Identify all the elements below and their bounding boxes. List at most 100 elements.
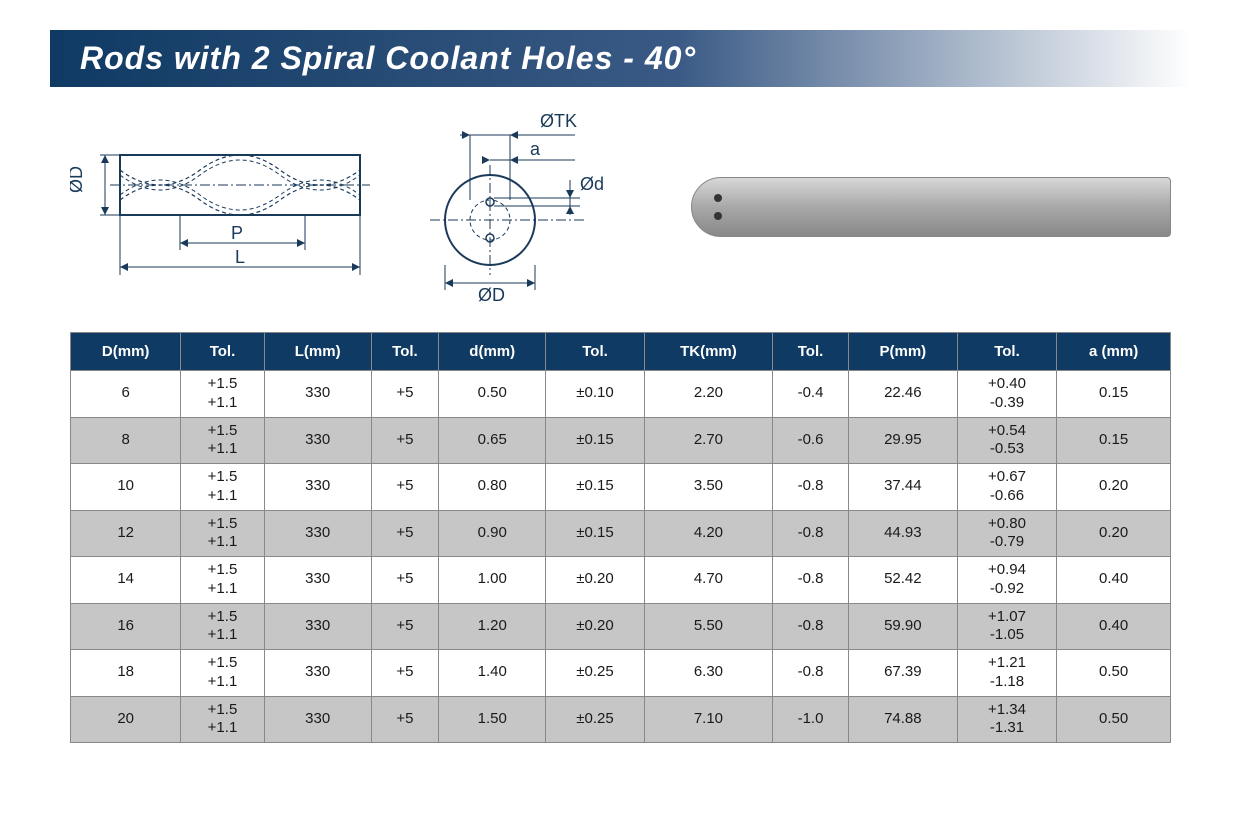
table-cell: 1.00 <box>439 557 546 604</box>
table-cell: +1.5 +1.1 <box>181 510 264 557</box>
table-cell: -0.6 <box>773 417 849 464</box>
table-body: 6+1.5 +1.1330+50.50±0.102.20-0.422.46+0.… <box>71 371 1171 743</box>
table-cell: 3.50 <box>644 464 772 511</box>
table-cell: 0.50 <box>1057 650 1171 697</box>
table-cell: ±0.15 <box>546 510 645 557</box>
table-cell: ±0.10 <box>546 371 645 418</box>
table-cell: +0.80 -0.79 <box>957 510 1057 557</box>
table-cell: +5 <box>371 510 438 557</box>
table-cell: +5 <box>371 464 438 511</box>
table-cell: +1.34 -1.31 <box>957 696 1057 743</box>
table-cell: +5 <box>371 603 438 650</box>
table-cell: 20 <box>71 696 181 743</box>
table-cell: 74.88 <box>848 696 957 743</box>
table-row: 14+1.5 +1.1330+51.00±0.204.70-0.852.42+0… <box>71 557 1171 604</box>
table-cell: +0.94 -0.92 <box>957 557 1057 604</box>
table-cell: 0.40 <box>1057 557 1171 604</box>
table-cell: 330 <box>264 371 371 418</box>
table-cell: 37.44 <box>848 464 957 511</box>
label-a: a <box>530 139 541 159</box>
table-cell: 0.20 <box>1057 510 1171 557</box>
table-cell: 0.80 <box>439 464 546 511</box>
table-cell: 52.42 <box>848 557 957 604</box>
label-D-side: ØD <box>70 165 86 192</box>
table-cell: 330 <box>264 696 371 743</box>
table-cell: 2.70 <box>644 417 772 464</box>
table-row: 8+1.5 +1.1330+50.65±0.152.70-0.629.95+0.… <box>71 417 1171 464</box>
table-cell: +1.5 +1.1 <box>181 464 264 511</box>
page-title: Rods with 2 Spiral Coolant Holes - 40° <box>50 30 1191 87</box>
table-cell: 59.90 <box>848 603 957 650</box>
label-D-cross: ØD <box>478 285 505 305</box>
table-cell: 4.70 <box>644 557 772 604</box>
table-cell: 67.39 <box>848 650 957 697</box>
table-cell: 5.50 <box>644 603 772 650</box>
table-cell: ±0.15 <box>546 417 645 464</box>
spec-table: D(mm)Tol.L(mm)Tol.d(mm)Tol.TK(mm)Tol.P(m… <box>70 332 1171 743</box>
table-cell: +1.5 +1.1 <box>181 650 264 697</box>
table-cell: -0.8 <box>773 650 849 697</box>
table-row: 16+1.5 +1.1330+51.20±0.205.50-0.859.90+1… <box>71 603 1171 650</box>
table-cell: +5 <box>371 650 438 697</box>
table-cell: 330 <box>264 464 371 511</box>
table-row: 6+1.5 +1.1330+50.50±0.102.20-0.422.46+0.… <box>71 371 1171 418</box>
table-cell: 12 <box>71 510 181 557</box>
side-view-diagram: ØD P L <box>70 115 380 300</box>
table-cell: 29.95 <box>848 417 957 464</box>
table-cell: 1.40 <box>439 650 546 697</box>
table-cell: 44.93 <box>848 510 957 557</box>
table-cell: +0.54 -0.53 <box>957 417 1057 464</box>
label-d: Ød <box>580 174 604 194</box>
table-cell: 0.40 <box>1057 603 1171 650</box>
table-cell: -0.8 <box>773 510 849 557</box>
table-cell: +5 <box>371 557 438 604</box>
table-cell: 4.20 <box>644 510 772 557</box>
table-header-cell: d(mm) <box>439 333 546 371</box>
table-cell: -1.0 <box>773 696 849 743</box>
table-cell: +1.07 -1.05 <box>957 603 1057 650</box>
table-cell: 0.90 <box>439 510 546 557</box>
table-cell: 1.20 <box>439 603 546 650</box>
table-cell: ±0.25 <box>546 696 645 743</box>
table-header-cell: a (mm) <box>1057 333 1171 371</box>
table-cell: -0.4 <box>773 371 849 418</box>
label-TK: ØTK <box>540 111 577 131</box>
table-cell: +1.21 -1.18 <box>957 650 1057 697</box>
table-header-cell: P(mm) <box>848 333 957 371</box>
table-cell: 330 <box>264 510 371 557</box>
table-cell: +0.40 -0.39 <box>957 371 1057 418</box>
table-cell: ±0.15 <box>546 464 645 511</box>
table-header-cell: TK(mm) <box>644 333 772 371</box>
table-cell: 0.20 <box>1057 464 1171 511</box>
table-cell: +1.5 +1.1 <box>181 696 264 743</box>
table-row: 20+1.5 +1.1330+51.50±0.257.10-1.074.88+1… <box>71 696 1171 743</box>
table-cell: +1.5 +1.1 <box>181 417 264 464</box>
table-header-cell: Tol. <box>371 333 438 371</box>
table-cell: ±0.20 <box>546 603 645 650</box>
table-header-cell: Tol. <box>957 333 1057 371</box>
table-cell: 14 <box>71 557 181 604</box>
table-cell: +0.67 -0.66 <box>957 464 1057 511</box>
table-row: 12+1.5 +1.1330+50.90±0.154.20-0.844.93+0… <box>71 510 1171 557</box>
table-cell: 7.10 <box>644 696 772 743</box>
product-photo <box>680 177 1171 237</box>
table-cell: -0.8 <box>773 464 849 511</box>
table-cell: 330 <box>264 603 371 650</box>
cross-section-diagram: ØTK a Ød ØD <box>420 105 640 310</box>
table-cell: -0.8 <box>773 557 849 604</box>
table-cell: 8 <box>71 417 181 464</box>
table-cell: 0.50 <box>439 371 546 418</box>
table-cell: 0.50 <box>1057 696 1171 743</box>
table-cell: 16 <box>71 603 181 650</box>
table-header-cell: D(mm) <box>71 333 181 371</box>
table-cell: 22.46 <box>848 371 957 418</box>
table-cell: +1.5 +1.1 <box>181 557 264 604</box>
diagram-row: ØD P L <box>70 107 1171 307</box>
table-header-cell: Tol. <box>181 333 264 371</box>
table-cell: 330 <box>264 557 371 604</box>
table-cell: +5 <box>371 371 438 418</box>
table-cell: 0.15 <box>1057 371 1171 418</box>
table-cell: 6 <box>71 371 181 418</box>
table-cell: +1.5 +1.1 <box>181 371 264 418</box>
rod-photo <box>691 177 1171 237</box>
